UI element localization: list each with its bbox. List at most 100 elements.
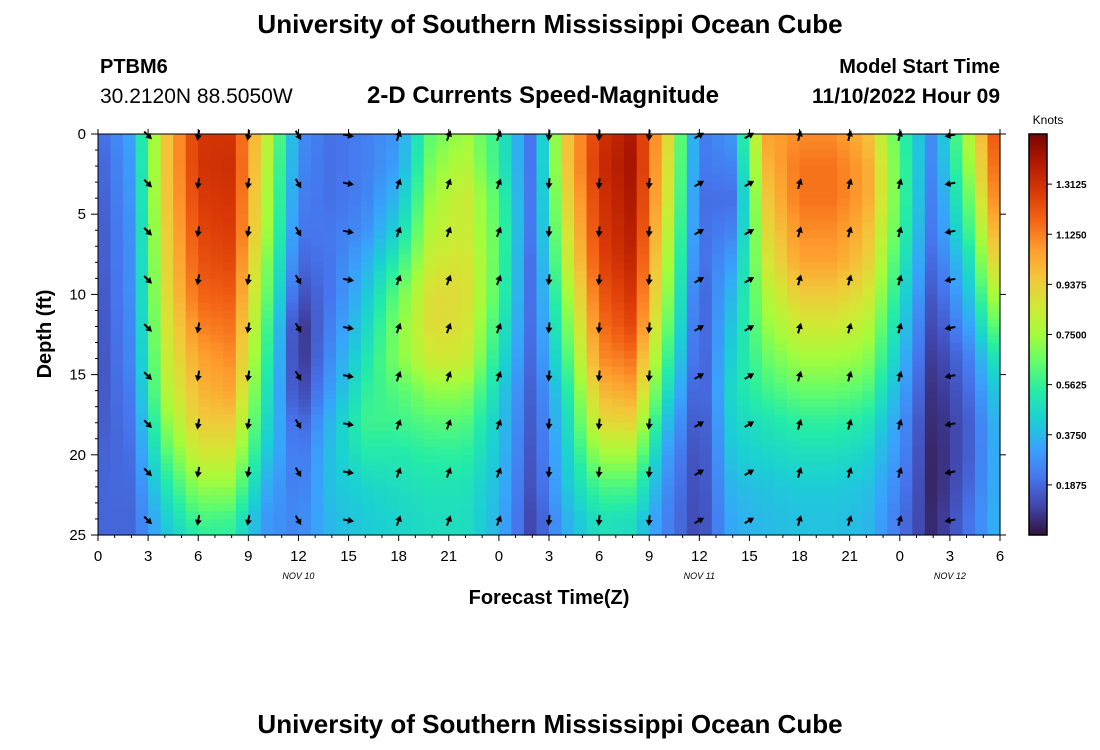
- heatmap-cell: [398, 374, 412, 384]
- heatmap-cell: [473, 222, 487, 231]
- heatmap-cell: [473, 302, 487, 312]
- heatmap-cell: [373, 446, 387, 456]
- heatmap-cell: [987, 134, 1001, 143]
- heatmap-cell: [473, 246, 487, 255]
- current-arrow: [545, 370, 553, 382]
- heatmap-cell: [273, 222, 287, 231]
- heatmap-cell: [724, 358, 738, 368]
- heatmap-cell: [198, 134, 212, 143]
- heatmap-cell: [761, 238, 776, 247]
- heatmap-cell: [774, 134, 788, 143]
- heatmap-cell: [361, 526, 375, 536]
- heatmap-cell: [674, 238, 688, 247]
- heatmap-cell: [386, 222, 400, 231]
- heatmap-cell: [123, 342, 137, 352]
- heatmap-cell: [448, 286, 462, 295]
- heatmap-cell: [599, 366, 613, 376]
- heatmap-cell: [185, 494, 199, 504]
- heatmap-cell: [561, 254, 575, 263]
- heatmap-cell: [699, 286, 713, 295]
- heatmap-cell: [924, 502, 938, 512]
- heatmap-cell: [774, 310, 788, 320]
- heatmap-cell: [849, 158, 863, 167]
- heatmap-cell: [223, 318, 237, 328]
- heatmap-cell: [862, 430, 876, 440]
- heatmap-cell: [235, 438, 249, 448]
- heatmap-cell: [787, 390, 801, 400]
- heatmap-cell: [599, 526, 613, 536]
- heatmap-cell: [586, 366, 600, 376]
- heatmap-cell: [348, 446, 362, 456]
- heatmap-cell: [498, 398, 513, 408]
- heatmap-cell: [198, 374, 212, 384]
- heatmap-cell: [173, 454, 187, 464]
- heatmap-cell: [661, 470, 675, 480]
- heatmap-cell: [336, 510, 350, 520]
- heatmap-cell: [574, 142, 588, 151]
- heatmap-cell: [436, 182, 450, 191]
- heatmap-cell: [160, 406, 174, 416]
- heatmap-cell: [636, 358, 650, 368]
- heatmap-cell: [411, 326, 425, 336]
- heatmap-cell: [649, 238, 663, 247]
- heatmap-cell: [924, 414, 938, 424]
- heatmap-cell: [787, 190, 801, 199]
- heatmap-cell: [924, 438, 938, 448]
- heatmap-cell: [849, 334, 863, 344]
- heatmap-cell: [260, 206, 274, 215]
- heatmap-cell: [160, 438, 174, 448]
- heatmap-cell: [974, 462, 989, 472]
- heatmap-cell: [511, 134, 525, 143]
- heatmap-cell: [799, 158, 813, 167]
- heatmap-cell: [260, 366, 274, 376]
- heatmap-cell: [862, 478, 876, 488]
- heatmap-cell: [373, 494, 387, 504]
- heatmap-cell: [173, 462, 187, 472]
- heatmap-cell: [285, 214, 300, 223]
- heatmap-cell: [148, 302, 162, 312]
- heatmap-cell: [523, 478, 538, 488]
- heatmap-cell: [361, 174, 375, 183]
- heatmap-cell: [611, 230, 625, 239]
- heatmap-cell: [298, 286, 312, 295]
- heatmap-cell: [135, 350, 149, 360]
- heatmap-cell: [273, 342, 287, 352]
- heatmap-cell: [824, 230, 838, 239]
- heatmap-cell: [511, 406, 525, 416]
- arrow-head: [194, 278, 202, 286]
- heatmap-cell: [511, 334, 525, 344]
- heatmap-cell: [523, 318, 538, 328]
- heatmap-cell: [336, 438, 350, 448]
- heatmap-cell: [323, 374, 337, 384]
- heatmap-cell: [110, 406, 124, 416]
- heatmap-cell: [736, 398, 751, 408]
- heatmap-cell: [574, 406, 588, 416]
- heatmap-cell: [110, 470, 124, 480]
- arrow-head: [295, 229, 302, 237]
- heatmap-cell: [674, 502, 688, 512]
- heatmap-cell: [536, 366, 550, 376]
- y-tick-label: 25: [69, 527, 86, 544]
- heatmap-cell: [624, 206, 638, 215]
- heatmap-cell: [123, 526, 137, 536]
- heatmap-cell: [799, 222, 813, 231]
- current-vectors: [143, 129, 956, 527]
- colorbar-tick-label: 1.1250: [1056, 230, 1087, 241]
- current-arrow: [342, 276, 354, 284]
- current-arrow: [595, 322, 603, 334]
- heatmap-cell: [837, 318, 851, 328]
- heatmap-cell: [373, 358, 387, 368]
- current-arrow: [796, 274, 803, 286]
- heatmap-cell: [461, 326, 475, 336]
- heatmap-cell: [411, 446, 425, 456]
- heatmap-cell: [536, 518, 550, 528]
- current-arrow: [694, 469, 705, 476]
- heatmap-cell: [924, 158, 938, 167]
- heatmap-cell: [874, 238, 888, 247]
- heatmap-cell: [486, 326, 500, 336]
- heatmap-cell: [561, 302, 575, 312]
- heatmap-cell: [574, 158, 588, 167]
- heatmap-cell: [173, 230, 187, 239]
- heatmap-cell: [148, 430, 162, 440]
- heatmap-cell: [148, 142, 162, 151]
